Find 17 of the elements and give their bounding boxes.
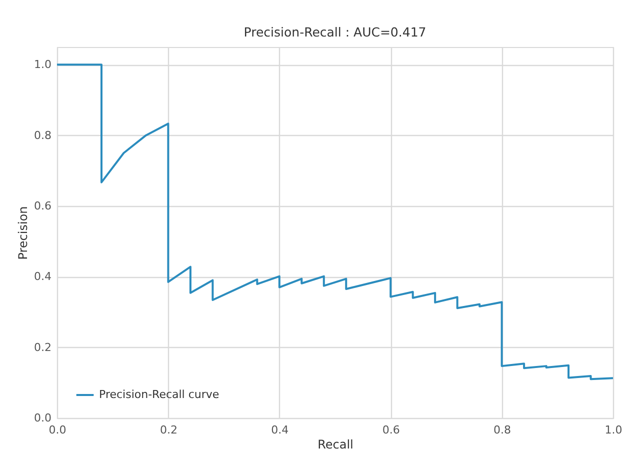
y-tick-label: 0.8 — [34, 128, 52, 142]
x-axis-title: Recall — [318, 438, 354, 452]
y-tick-label: 0.6 — [34, 200, 52, 212]
y-tick-label: 0.4 — [34, 270, 52, 284]
chart-title: Precision-Recall : AUC=0.417 — [244, 24, 426, 40]
x-tick-label: 0.2 — [160, 424, 178, 436]
y-tick-label: 1.0 — [34, 58, 52, 72]
y-tick-label: 0.0 — [34, 412, 52, 424]
y-axis-title: Precision — [16, 206, 30, 260]
x-tick-label: 1.0 — [604, 424, 622, 436]
x-tick-label: 0.6 — [382, 424, 400, 436]
x-tick-label: 0.4 — [271, 424, 289, 436]
x-tick-label: 0.8 — [494, 424, 512, 436]
legend-label: Precision-Recall curve — [99, 388, 220, 401]
y-tick-label: 0.2 — [34, 340, 52, 354]
line-series — [57, 64, 613, 380]
x-tick-label: 0.0 — [48, 424, 66, 436]
